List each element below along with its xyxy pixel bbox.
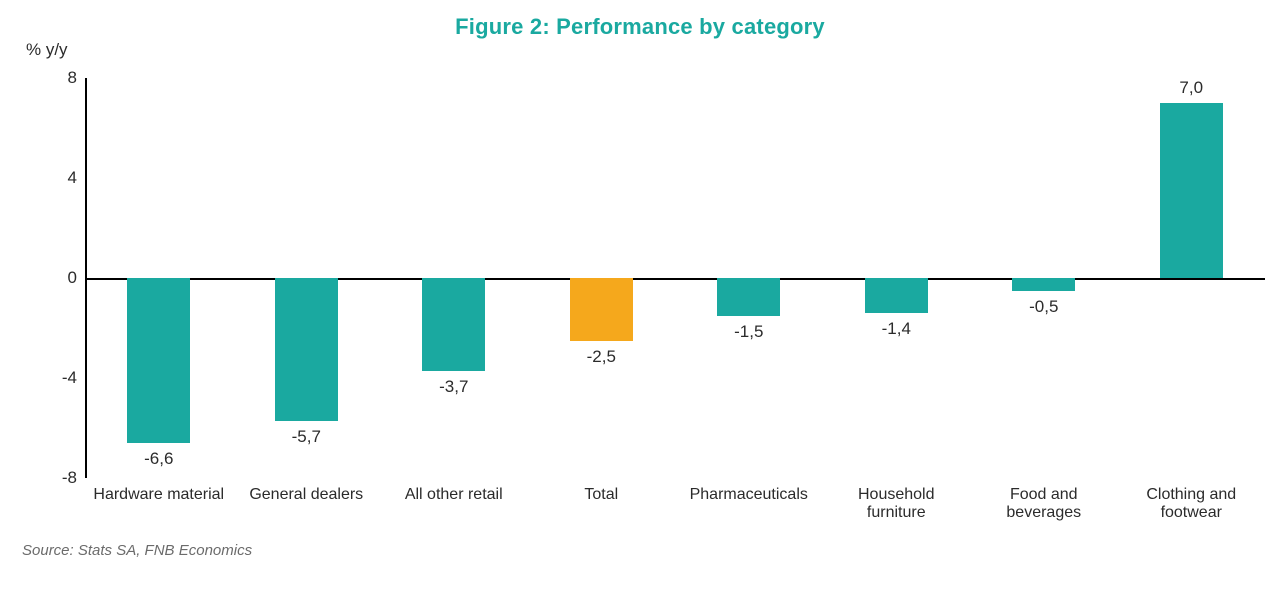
category-label: Hardware material — [82, 486, 236, 504]
category-label: Total — [525, 486, 679, 504]
bar-value-label: -3,7 — [439, 377, 468, 397]
y-tick-label: 0 — [27, 268, 77, 288]
y-tick-label: -4 — [27, 368, 77, 388]
y-tick-label: -8 — [27, 468, 77, 488]
category-label: All other retail — [377, 486, 531, 504]
bar-value-label: -6,6 — [144, 449, 173, 469]
category-label: Householdfurniture — [820, 486, 974, 523]
bar — [422, 278, 485, 371]
bar-value-label: -2,5 — [587, 347, 616, 367]
bar — [865, 278, 928, 313]
bar-value-label: -0,5 — [1029, 297, 1058, 317]
category-label: Food andbeverages — [967, 486, 1121, 523]
chart-title: Figure 2: Performance by category — [0, 14, 1280, 40]
bar — [127, 278, 190, 443]
bar-value-label: -5,7 — [292, 427, 321, 447]
zero-axis-line — [85, 278, 1265, 280]
category-label: Clothing andfootwear — [1115, 486, 1269, 523]
bar-value-label: -1,5 — [734, 322, 763, 342]
bar — [275, 278, 338, 421]
plot-area — [85, 78, 1265, 478]
category-label: Pharmaceuticals — [672, 486, 826, 504]
source-label: Source: Stats SA, FNB Economics — [22, 542, 252, 559]
bar-value-label: -1,4 — [882, 319, 911, 339]
y-axis-title: % y/y — [26, 40, 68, 60]
y-tick-label: 8 — [27, 68, 77, 88]
bar — [717, 278, 780, 316]
bar-value-label: 7,0 — [1179, 78, 1203, 98]
category-label: General dealers — [230, 486, 384, 504]
bar — [1012, 278, 1075, 291]
y-tick-label: 4 — [27, 168, 77, 188]
bar — [1160, 103, 1223, 278]
bar — [570, 278, 633, 341]
